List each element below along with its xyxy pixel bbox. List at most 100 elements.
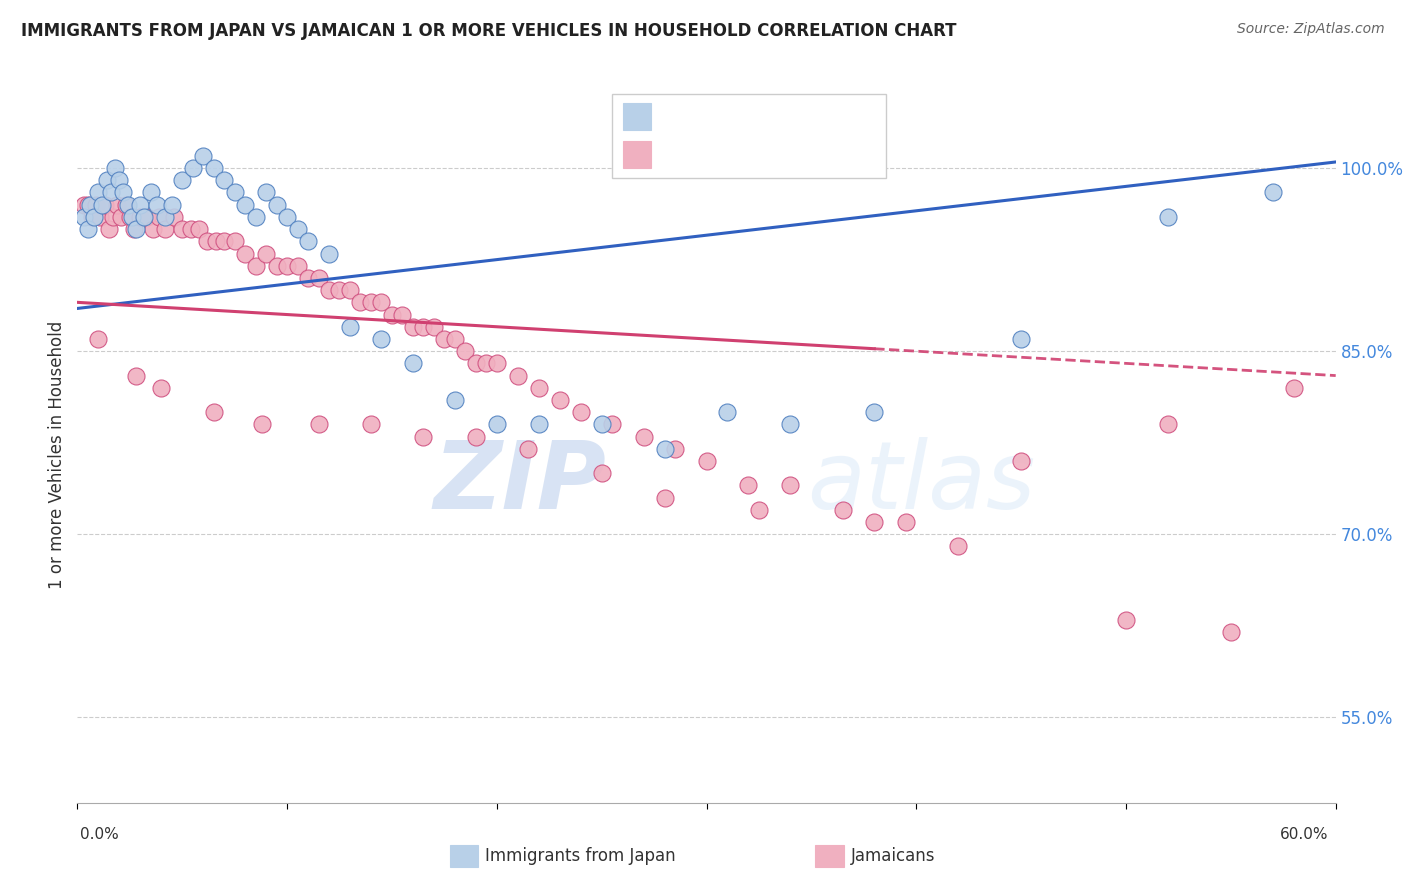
Point: [548, 392, 571, 407]
Point: [308, 417, 330, 432]
Point: [139, 186, 162, 200]
Point: [1115, 613, 1137, 627]
Point: [1010, 454, 1032, 468]
Point: [97, 222, 120, 236]
Point: [202, 161, 225, 175]
Point: [1219, 624, 1241, 639]
Point: [370, 295, 392, 310]
Point: [591, 467, 613, 481]
Text: IMMIGRANTS FROM JAPAN VS JAMAICAN 1 OR MORE VEHICLES IN HOUSEHOLD CORRELATION CH: IMMIGRANTS FROM JAPAN VS JAMAICAN 1 OR M…: [21, 22, 956, 40]
Point: [948, 540, 970, 554]
Point: [1157, 417, 1180, 432]
Point: [172, 222, 194, 236]
Point: [894, 515, 917, 529]
Point: [433, 332, 456, 346]
Point: [146, 197, 169, 211]
Point: [129, 197, 152, 211]
Point: [591, 417, 613, 432]
Point: [155, 210, 177, 224]
Point: [391, 308, 413, 322]
Point: [80, 210, 103, 224]
Point: [527, 381, 550, 395]
Point: [93, 197, 115, 211]
Point: [250, 417, 273, 432]
Point: [266, 259, 288, 273]
Point: [328, 283, 350, 297]
Point: [191, 149, 215, 163]
Point: [72, 197, 94, 211]
Point: [517, 442, 540, 456]
Point: [83, 210, 105, 224]
Point: [118, 210, 141, 224]
Point: [664, 442, 686, 456]
Point: [112, 186, 135, 200]
Point: [233, 197, 256, 211]
Point: [506, 368, 529, 383]
Point: [1261, 186, 1284, 200]
Point: [104, 161, 127, 175]
Point: [423, 319, 446, 334]
Point: [464, 429, 486, 443]
Point: [287, 222, 309, 236]
Point: [148, 210, 170, 224]
Point: [110, 210, 132, 224]
Point: [654, 442, 676, 456]
Point: [339, 283, 361, 297]
Point: [101, 210, 124, 224]
Point: [129, 210, 152, 224]
Point: [527, 417, 550, 432]
Point: [87, 186, 110, 200]
Text: R = -0.046   N = 83: R = -0.046 N = 83: [665, 145, 828, 163]
Point: [76, 222, 98, 236]
Point: [188, 222, 211, 236]
Text: R =  0.226   N = 48: R = 0.226 N = 48: [665, 108, 827, 126]
Point: [181, 161, 204, 175]
Point: [1157, 210, 1180, 224]
Point: [349, 295, 371, 310]
Point: [254, 186, 277, 200]
Point: [245, 259, 267, 273]
Point: [381, 308, 404, 322]
Point: [696, 454, 718, 468]
Point: [105, 197, 128, 211]
Point: [266, 197, 288, 211]
Point: [276, 210, 298, 224]
Point: [412, 429, 434, 443]
Point: [84, 197, 107, 211]
Point: [204, 235, 226, 249]
Point: [360, 295, 382, 310]
Point: [633, 429, 655, 443]
Text: 60.0%: 60.0%: [1281, 827, 1329, 841]
Text: 0.0%: 0.0%: [80, 827, 120, 841]
Point: [318, 283, 340, 297]
Point: [100, 186, 122, 200]
Point: [96, 173, 118, 187]
Point: [76, 197, 98, 211]
Point: [475, 356, 498, 370]
Point: [245, 210, 267, 224]
Text: atlas: atlas: [807, 437, 1035, 528]
Point: [370, 332, 392, 346]
Point: [454, 344, 477, 359]
Text: Source: ZipAtlas.com: Source: ZipAtlas.com: [1237, 22, 1385, 37]
Point: [402, 319, 425, 334]
Point: [287, 259, 309, 273]
Point: [108, 173, 131, 187]
Point: [402, 356, 425, 370]
Point: [125, 368, 148, 383]
Point: [308, 271, 330, 285]
Point: [72, 210, 94, 224]
Point: [202, 405, 225, 419]
Point: [485, 356, 508, 370]
Point: [654, 491, 676, 505]
Point: [125, 222, 148, 236]
Text: Immigrants from Japan: Immigrants from Japan: [485, 847, 676, 865]
Point: [114, 197, 136, 211]
Text: ZIP: ZIP: [433, 437, 606, 529]
Point: [254, 246, 277, 260]
Point: [412, 319, 434, 334]
Point: [748, 503, 770, 517]
Point: [163, 210, 186, 224]
Point: [155, 222, 177, 236]
Point: [444, 332, 467, 346]
